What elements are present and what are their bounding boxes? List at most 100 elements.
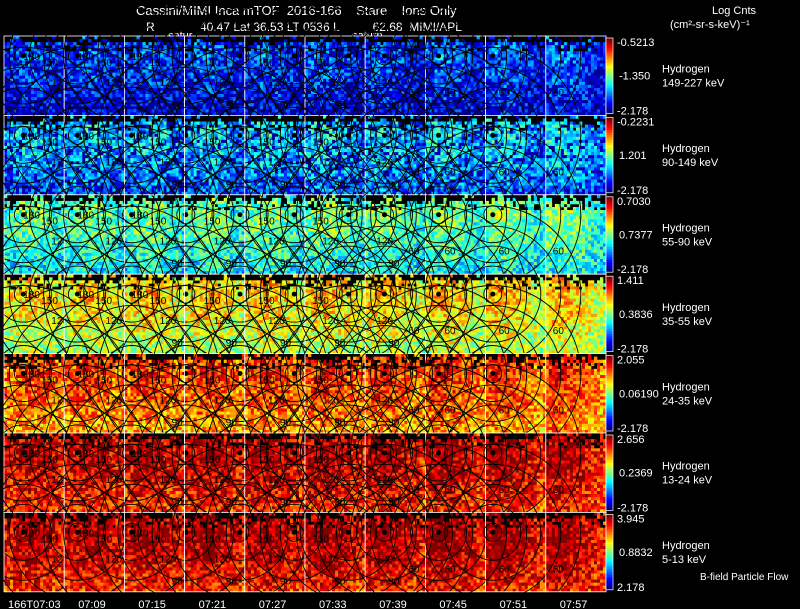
flux-pixel	[91, 63, 94, 66]
flux-pixel	[16, 51, 19, 54]
flux-pixel	[173, 48, 176, 51]
flux-pixel	[82, 79, 85, 82]
flux-pixel	[167, 63, 170, 66]
flux-pixel	[127, 73, 130, 76]
flux-pixel	[112, 63, 115, 66]
flux-pixel	[70, 73, 73, 76]
flux-pixel	[28, 73, 31, 76]
flux-pixel	[118, 94, 121, 97]
flux-pixel	[25, 70, 28, 73]
flux-pixel	[19, 88, 22, 91]
flux-pixel	[167, 42, 170, 45]
flux-pixel	[7, 85, 10, 88]
flux-pixel	[16, 39, 19, 42]
flux-pixel	[13, 42, 16, 45]
flux-pixel	[103, 39, 106, 42]
flux-pixel	[34, 103, 37, 106]
flux-pixel	[37, 97, 40, 100]
flux-pixel	[112, 45, 115, 48]
flux-pixel	[130, 73, 133, 76]
flux-pixel	[151, 79, 154, 82]
flux-pixel	[10, 57, 13, 60]
flux-pixel	[16, 36, 19, 39]
flux-pixel	[109, 42, 112, 45]
flux-pixel	[148, 45, 151, 48]
flux-pixel	[133, 42, 136, 45]
flux-pixel	[64, 51, 67, 54]
flux-pixel	[100, 100, 103, 103]
flux-pixel	[118, 91, 121, 94]
flux-pixel	[43, 82, 46, 85]
flux-pixel	[28, 97, 31, 100]
flux-pixel	[170, 36, 173, 39]
flux-pixel	[7, 103, 10, 106]
flux-pixel	[37, 45, 40, 48]
flux-pixel	[118, 60, 121, 63]
flux-pixel	[4, 73, 7, 76]
flux-pixel	[94, 42, 97, 45]
flux-pixel	[31, 63, 34, 66]
flux-pixel	[13, 97, 16, 100]
flux-pixel	[73, 109, 76, 112]
flux-pixel	[10, 48, 13, 51]
flux-pixel	[10, 91, 13, 94]
flux-pixel	[16, 79, 19, 82]
flux-pixel	[7, 73, 10, 76]
flux-pixel	[88, 70, 91, 73]
flux-pixel	[118, 103, 121, 106]
flux-pixel	[28, 70, 31, 73]
contour-label: 120	[105, 78, 122, 89]
flux-pixel	[173, 60, 176, 63]
flux-pixel	[37, 42, 40, 45]
flux-pixel	[124, 91, 127, 94]
flux-pixel	[179, 73, 182, 76]
flux-pixel	[82, 76, 85, 79]
flux-pixel	[70, 109, 73, 112]
flux-pixel	[58, 94, 61, 97]
flux-pixel	[100, 88, 103, 91]
flux-pixel	[127, 79, 130, 82]
flux-pixel	[82, 97, 85, 100]
flux-pixel	[22, 88, 25, 91]
flux-pixel	[43, 94, 46, 97]
flux-pixel	[167, 57, 170, 60]
flux-pixel	[7, 42, 10, 45]
flux-pixel	[155, 36, 158, 39]
flux-pixel	[4, 60, 7, 63]
flux-pixel	[10, 51, 13, 54]
flux-pixel	[16, 57, 19, 60]
flux-pixel	[124, 42, 127, 45]
flux-pixel	[142, 91, 145, 94]
flux-pixel	[58, 45, 61, 48]
flux-pixel	[43, 85, 46, 88]
flux-pixel	[164, 45, 167, 48]
flux-pixel	[118, 51, 121, 54]
flux-pixel	[167, 60, 170, 63]
flux-pixel	[142, 42, 145, 45]
flux-pixel	[19, 60, 22, 63]
flux-pixel	[94, 79, 97, 82]
flux-pixel	[88, 85, 91, 88]
flux-pixel	[142, 63, 145, 66]
flux-pixel	[179, 76, 182, 79]
flux-pixel	[49, 106, 52, 109]
flux-pixel	[73, 100, 76, 103]
flux-pixel	[79, 39, 82, 42]
flux-pixel	[40, 94, 43, 97]
flux-pixel	[112, 94, 115, 97]
flux-pixel	[85, 91, 88, 94]
flux-pixel	[79, 76, 82, 79]
flux-pixel	[19, 79, 22, 82]
flux-pixel	[40, 45, 43, 48]
flux-pixel	[28, 91, 31, 94]
flux-pixel	[145, 91, 148, 94]
flux-pixel	[109, 106, 112, 109]
flux-pixel	[109, 45, 112, 48]
flux-pixel	[70, 54, 73, 57]
flux-pixel	[94, 109, 97, 112]
flux-pixel	[19, 109, 22, 112]
contour-label: 180	[23, 52, 40, 63]
flux-pixel	[25, 109, 28, 112]
flux-pixel	[124, 76, 127, 79]
flux-pixel	[40, 82, 43, 85]
